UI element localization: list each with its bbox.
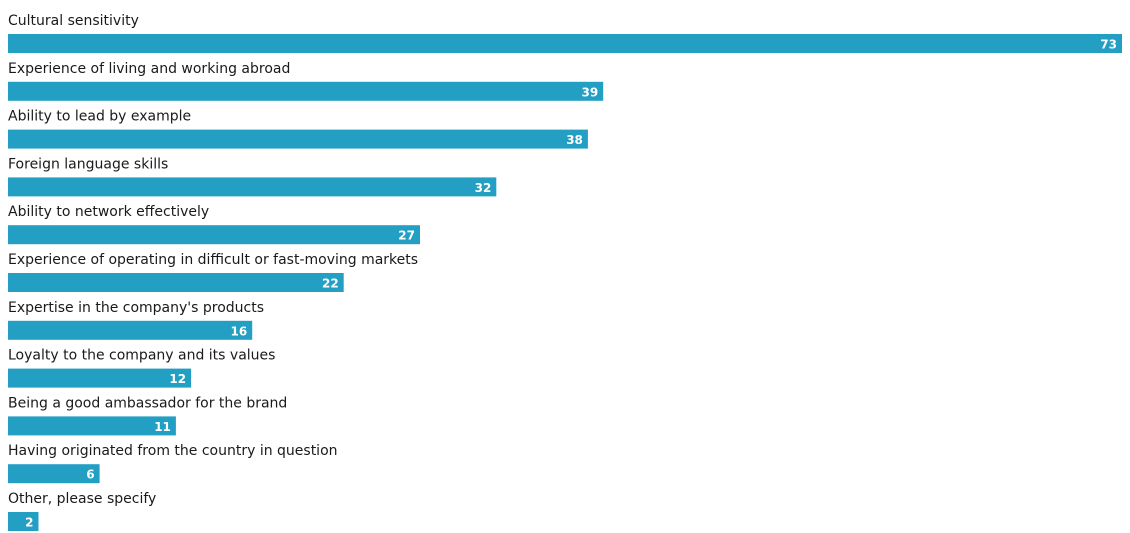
value-label: 2 xyxy=(25,516,33,530)
category-label: Other, please specify xyxy=(8,491,156,507)
bar xyxy=(8,464,100,484)
category-label: Expertise in the company's products xyxy=(8,300,264,316)
bar xyxy=(8,512,39,531)
value-label: 6 xyxy=(86,468,94,482)
bar xyxy=(8,368,192,388)
bar xyxy=(8,129,588,149)
bar xyxy=(8,320,253,340)
value-label: 22 xyxy=(322,277,339,291)
value-label: 27 xyxy=(398,229,415,243)
category-label: Experience of operating in difficult or … xyxy=(8,252,418,268)
bar xyxy=(8,416,176,436)
bar xyxy=(8,34,1122,53)
value-label: 12 xyxy=(169,372,186,386)
category-label: Foreign language skills xyxy=(8,156,168,172)
bar xyxy=(8,177,497,197)
category-label: Loyalty to the company and its values xyxy=(8,348,275,364)
value-label: 73 xyxy=(1100,38,1117,52)
category-label: Cultural sensitivity xyxy=(8,13,139,29)
value-label: 16 xyxy=(230,324,247,338)
value-label: 11 xyxy=(154,420,171,434)
category-label: Having originated from the country in qu… xyxy=(8,443,338,459)
bar xyxy=(8,225,420,245)
category-label: Ability to network effectively xyxy=(8,204,209,220)
bar xyxy=(8,273,344,292)
category-label: Being a good ambassador for the brand xyxy=(8,395,287,411)
value-label: 39 xyxy=(581,85,598,99)
category-label: Ability to lead by example xyxy=(8,109,191,125)
category-label: Experience of living and working abroad xyxy=(8,61,290,77)
value-label: 32 xyxy=(475,181,492,195)
bars-layer: Cultural sensitivity 73 Experience of livi… xyxy=(8,13,1122,531)
value-label: 38 xyxy=(566,133,583,147)
bar xyxy=(8,81,604,101)
